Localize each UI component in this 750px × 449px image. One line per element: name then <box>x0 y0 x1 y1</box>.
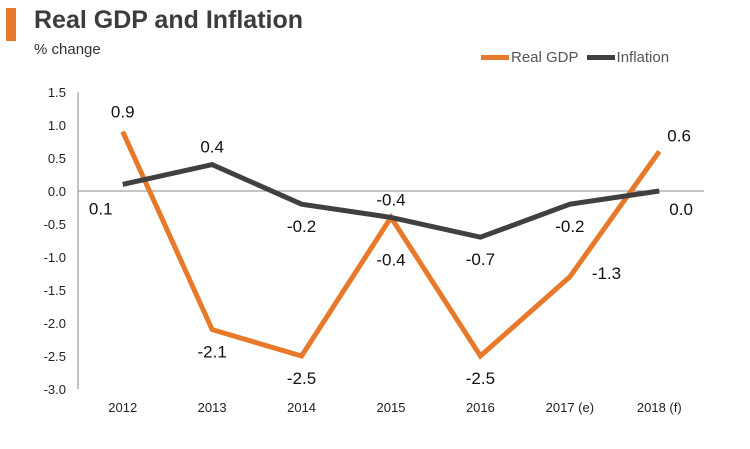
legend-swatch-inflation <box>586 55 615 60</box>
data-label-inflation: 0.0 <box>669 200 693 219</box>
data-label-real-gdp: -2.1 <box>197 343 226 362</box>
y-tick-label: -2.5 <box>44 349 66 364</box>
y-axis-unit-label: % change <box>34 41 101 58</box>
y-tick-label: -1.5 <box>44 283 66 298</box>
x-tick-label: 2013 <box>198 400 227 415</box>
data-label-real-gdp: 0.6 <box>667 126 691 145</box>
data-label-inflation: -0.4 <box>376 190 405 209</box>
series-line-inflation <box>122 161 660 240</box>
x-tick-label: 2016 <box>466 400 495 415</box>
data-label-inflation: 0.4 <box>200 138 224 157</box>
x-tick-label: 2015 <box>377 400 406 415</box>
x-tick-label: 2018 (f) <box>637 400 682 415</box>
data-label-inflation: -0.2 <box>287 217 316 236</box>
legend-label-real-gdp: Real GDP <box>511 49 579 66</box>
data-label-real-gdp: -0.4 <box>376 250 405 269</box>
x-tick-label: 2017 (e) <box>546 400 594 415</box>
legend-label-inflation: Inflation <box>616 49 670 66</box>
y-tick-label: -3.0 <box>44 382 66 397</box>
data-label-inflation: 0.1 <box>89 199 113 218</box>
legend: Real GDP Inflation <box>481 49 677 66</box>
y-tick-label: 1.0 <box>48 118 66 133</box>
y-tick-label: 0.0 <box>48 184 66 199</box>
data-label-inflation: -0.7 <box>466 250 495 269</box>
data-label-real-gdp: -1.3 <box>592 264 621 283</box>
x-tick-label: 2012 <box>108 400 137 415</box>
y-tick-label: 0.5 <box>48 151 66 166</box>
title-accent-bar <box>6 8 16 41</box>
data-label-real-gdp: 0.9 <box>111 103 135 122</box>
legend-item-inflation: Inflation <box>586 49 670 66</box>
y-tick-label: -2.0 <box>44 316 66 331</box>
data-label-real-gdp: -2.5 <box>466 369 495 388</box>
y-tick-label: 1.5 <box>48 85 66 100</box>
chart-title: Real GDP and Inflation <box>34 6 304 34</box>
y-tick-label: -1.0 <box>44 250 66 265</box>
data-label-inflation: -0.2 <box>555 217 584 236</box>
legend-item-real-gdp: Real GDP <box>481 49 579 66</box>
y-tick-label: -0.5 <box>44 217 66 232</box>
data-label-real-gdp: -2.5 <box>287 369 316 388</box>
legend-swatch-real-gdp <box>481 55 509 60</box>
x-tick-label: 2014 <box>287 400 316 415</box>
